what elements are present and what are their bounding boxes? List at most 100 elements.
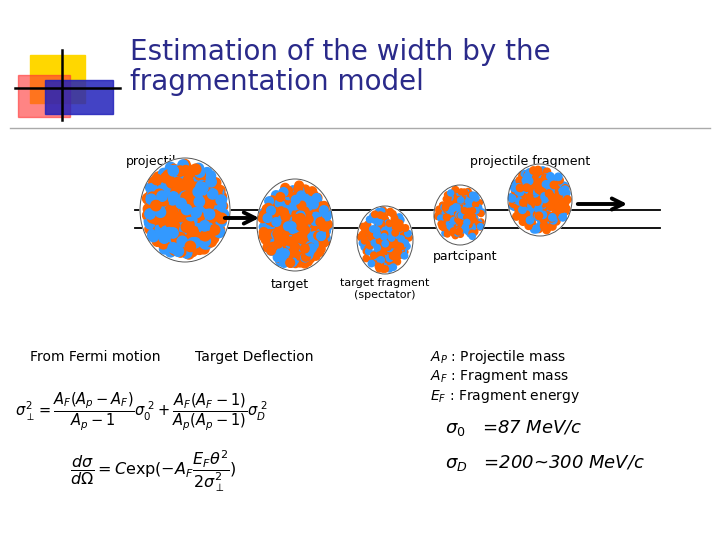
- Circle shape: [180, 205, 190, 215]
- Circle shape: [560, 182, 567, 190]
- Circle shape: [207, 212, 217, 222]
- Circle shape: [208, 212, 218, 222]
- Circle shape: [466, 198, 472, 204]
- Circle shape: [289, 246, 297, 254]
- Circle shape: [311, 252, 320, 260]
- Circle shape: [371, 252, 377, 259]
- Circle shape: [156, 226, 166, 237]
- Circle shape: [192, 206, 202, 216]
- Circle shape: [530, 174, 537, 181]
- Circle shape: [168, 233, 179, 244]
- Circle shape: [363, 248, 369, 254]
- Circle shape: [542, 199, 549, 206]
- Circle shape: [289, 186, 297, 194]
- Circle shape: [286, 220, 295, 229]
- Circle shape: [469, 209, 475, 215]
- Circle shape: [175, 197, 185, 208]
- Circle shape: [294, 232, 302, 241]
- Circle shape: [443, 202, 449, 208]
- Circle shape: [181, 204, 191, 214]
- Circle shape: [173, 245, 183, 255]
- Circle shape: [298, 224, 307, 232]
- Circle shape: [153, 199, 164, 209]
- Circle shape: [149, 200, 159, 211]
- Circle shape: [180, 192, 190, 202]
- Circle shape: [562, 190, 570, 197]
- Circle shape: [289, 218, 298, 227]
- Circle shape: [376, 266, 382, 272]
- Circle shape: [285, 239, 294, 248]
- Circle shape: [388, 246, 395, 253]
- Circle shape: [189, 207, 199, 218]
- Circle shape: [387, 209, 393, 215]
- Circle shape: [307, 242, 315, 251]
- Circle shape: [451, 227, 457, 233]
- Circle shape: [161, 173, 172, 183]
- Circle shape: [285, 215, 294, 224]
- Circle shape: [158, 199, 169, 210]
- Circle shape: [284, 235, 292, 244]
- Circle shape: [377, 247, 384, 253]
- Circle shape: [536, 196, 543, 203]
- Circle shape: [186, 200, 197, 211]
- Circle shape: [534, 193, 541, 200]
- Circle shape: [378, 222, 384, 229]
- Circle shape: [534, 199, 541, 206]
- Circle shape: [171, 187, 182, 197]
- Circle shape: [210, 213, 220, 224]
- Circle shape: [380, 250, 386, 256]
- Circle shape: [179, 204, 189, 214]
- Circle shape: [539, 171, 546, 178]
- Circle shape: [200, 231, 210, 241]
- Circle shape: [194, 197, 204, 207]
- Circle shape: [300, 246, 308, 254]
- Circle shape: [176, 205, 187, 215]
- Circle shape: [148, 192, 158, 202]
- Circle shape: [174, 184, 184, 195]
- Circle shape: [284, 218, 292, 227]
- Circle shape: [375, 264, 382, 269]
- Circle shape: [186, 204, 197, 214]
- Circle shape: [170, 233, 180, 244]
- Circle shape: [293, 224, 302, 233]
- Circle shape: [301, 185, 310, 194]
- Circle shape: [398, 230, 405, 237]
- Text: target: target: [271, 278, 309, 291]
- Circle shape: [301, 228, 310, 237]
- Circle shape: [467, 211, 472, 217]
- Circle shape: [456, 229, 462, 235]
- Circle shape: [153, 236, 163, 246]
- Circle shape: [181, 204, 192, 214]
- Circle shape: [378, 231, 384, 237]
- Circle shape: [443, 210, 449, 215]
- Circle shape: [277, 200, 286, 208]
- Circle shape: [382, 238, 389, 244]
- Circle shape: [552, 196, 559, 204]
- Circle shape: [166, 227, 177, 238]
- Circle shape: [179, 200, 189, 210]
- Circle shape: [293, 228, 302, 237]
- Circle shape: [156, 206, 166, 216]
- Circle shape: [458, 210, 464, 216]
- Circle shape: [458, 198, 464, 204]
- Circle shape: [153, 198, 163, 208]
- Text: $\sigma_D$   =200~300 MeV/c: $\sigma_D$ =200~300 MeV/c: [445, 453, 645, 473]
- Circle shape: [509, 202, 516, 210]
- Circle shape: [182, 190, 192, 200]
- Circle shape: [539, 194, 546, 201]
- Circle shape: [184, 186, 194, 196]
- Circle shape: [295, 231, 304, 240]
- Circle shape: [359, 237, 366, 242]
- Circle shape: [156, 207, 167, 218]
- Circle shape: [387, 258, 393, 265]
- Circle shape: [456, 216, 462, 222]
- Circle shape: [146, 208, 156, 219]
- Circle shape: [179, 210, 189, 220]
- Circle shape: [312, 199, 321, 208]
- Circle shape: [180, 176, 190, 186]
- Circle shape: [264, 242, 272, 252]
- Circle shape: [381, 222, 387, 229]
- Circle shape: [300, 235, 308, 244]
- Circle shape: [204, 200, 214, 211]
- Circle shape: [287, 222, 296, 231]
